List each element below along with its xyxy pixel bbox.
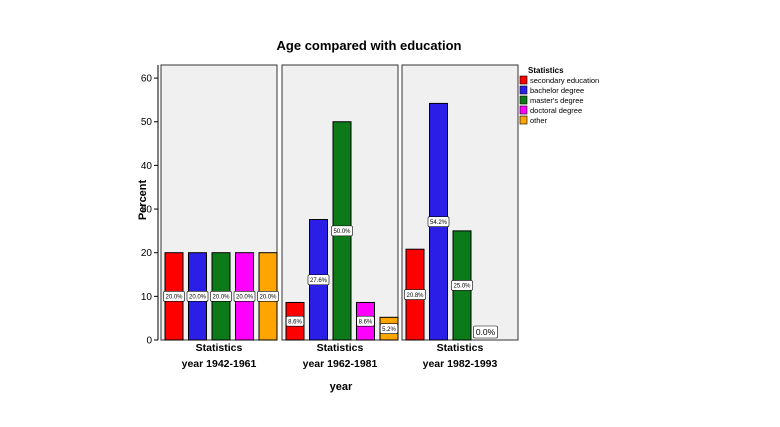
panel-label: year 1942-1961 [182,358,257,370]
legend-title: Statistics [528,66,564,75]
category-label: Statistics [317,342,364,354]
data-label: 20.0% [259,295,277,301]
data-label: 25.0% [453,284,471,290]
legend-entry: master's degree [530,96,584,105]
data-label: 50.0% [333,229,351,235]
data-label-box [186,291,209,302]
data-label-box [356,315,375,327]
data-label: 54.2% [430,220,448,226]
data-label-box [233,291,256,302]
data-label-box [404,289,426,300]
legend-swatch [519,105,528,115]
y-tick-label: 20 [141,248,153,259]
data-label-box [257,291,279,302]
data-label: 27.6% [310,278,328,284]
data-label-box [210,291,232,302]
y-axis-label: Percent [137,179,149,220]
legend-swatch [519,115,528,125]
y-tick-label: 10 [141,292,153,303]
data-label-box [473,325,498,339]
category-label: Statistics [437,342,484,354]
data-label-box [307,274,330,286]
data-label: 8.6% [288,320,302,326]
y-tick-label: 50 [141,117,153,128]
legend-entry: secondary education [530,76,599,85]
legend-entry: bachelor degree [530,86,584,95]
data-label-box [427,216,450,228]
data-label: 0.0% [476,327,496,337]
data-label: 20.8% [406,293,424,299]
data-label: 20.0% [236,295,254,301]
legend-swatch [519,85,528,95]
panel-2: 8.6% 27.6% 50.0% 8.6% 5.2% Statistics year 196… [281,64,399,370]
y-tick-label: 60 [141,74,153,85]
category-label: Statistics [196,342,243,354]
data-label: 8.6% [359,320,373,326]
y-tick-label: 30 [141,205,153,216]
chart-panels: 20.0% 20.0% 20.0% 20.0% 20.0% Statistics year … [160,64,519,370]
y-tick-label: 0 [146,336,152,347]
legend-entry: other [530,116,548,125]
data-label-box [451,280,473,291]
panel-label: year 1982-1993 [423,358,498,370]
data-label-box [285,315,305,327]
data-label-box [331,225,353,237]
data-label: 20.0% [165,295,183,301]
panel-label: year 1962-1981 [303,358,378,370]
data-label-box [163,291,185,302]
data-label: 20.0% [189,295,207,301]
panel-1: 20.0% 20.0% 20.0% 20.0% 20.0% Statistics year … [160,64,279,370]
x-axis-label: year [330,381,353,393]
data-label-box [379,323,399,334]
data-label: 20.0% [212,295,230,301]
legend-swatch [519,95,528,105]
chart-title: Age compared with education [277,38,462,53]
legend-swatch [519,75,528,85]
y-axis: 0 10 20 30 40 50 60 [141,65,159,347]
y-tick-label: 40 [141,161,153,172]
data-label: 5.2% [382,327,396,333]
legend-entry: doctoral degree [530,106,582,115]
panel-3: 20.8% 54.2% 25.0% 0.0% Statistics year 1982-1… [401,64,519,370]
